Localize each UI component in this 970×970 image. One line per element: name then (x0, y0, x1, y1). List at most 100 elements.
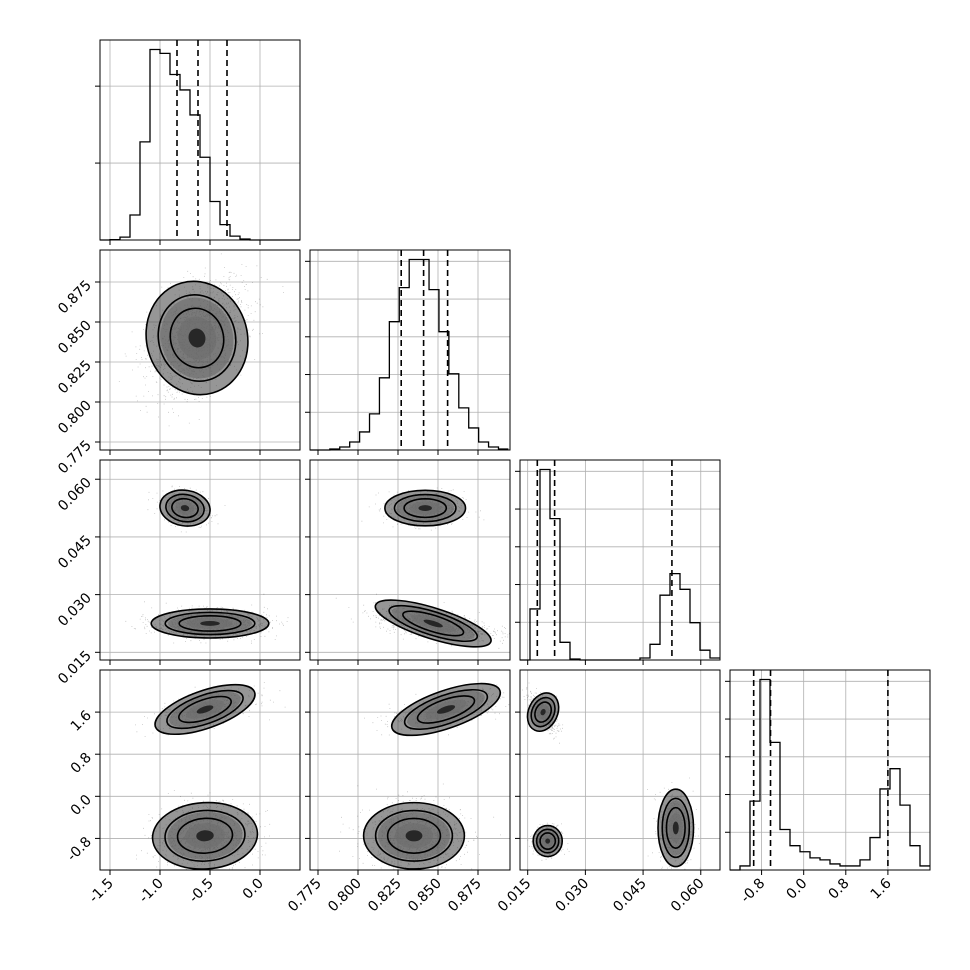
panel-frame (99, 459, 301, 661)
density-contour-line (661, 797, 691, 859)
density-contour-line (403, 497, 448, 519)
y-tick-label: 1.6 (68, 708, 95, 735)
density-peak (188, 328, 206, 348)
density-contour-line (393, 493, 457, 523)
density-contour-line (530, 696, 556, 728)
y-tick-label: 0.825 (55, 358, 95, 398)
panel-frame (99, 249, 301, 451)
x-tick-label: 1.6 (868, 875, 895, 902)
density-peak (672, 821, 679, 835)
density-contour-line (151, 801, 259, 870)
panel-frame (519, 669, 721, 871)
histogram-panel-2 (515, 459, 721, 661)
y-tick-label: 0.775 (55, 438, 95, 478)
density-contour-line (403, 688, 489, 730)
panel-frame (309, 249, 511, 451)
scatter-panel-3-1 (309, 669, 511, 871)
density-contour-line (176, 817, 234, 855)
density-peak (200, 621, 220, 626)
density-contour-line (532, 824, 564, 858)
density-contour-line (164, 809, 246, 862)
y-tick-label: 0.875 (55, 278, 95, 318)
density-peak (436, 705, 456, 714)
density-contour-line (374, 599, 492, 648)
density-peak (196, 830, 214, 842)
y-tick-label: -0.8 (64, 834, 95, 865)
density-contour-line (402, 610, 465, 637)
x-tick-label: 0.850 (405, 876, 445, 916)
x-tick-label: 0.030 (553, 876, 593, 916)
x-tick-label: 0.875 (445, 876, 485, 916)
density-peak (423, 619, 443, 628)
density-contour-line (145, 280, 249, 396)
density-contour-line (150, 608, 270, 639)
panel-frame (99, 669, 301, 871)
y-tick-label: 0.045 (55, 532, 95, 572)
x-tick-label: 0.0 (240, 876, 267, 903)
histogram-step (310, 258, 509, 451)
density-contour-line (171, 497, 199, 519)
density-contour-line (384, 489, 467, 527)
density-contour-line (374, 809, 454, 862)
x-tick-label: 0.060 (668, 876, 708, 916)
scatter-panel-2-0 (99, 459, 301, 661)
density-contour-line (166, 689, 244, 730)
density-contour-line (165, 493, 205, 523)
y-tick-label: 0.0 (68, 792, 95, 819)
x-tick-label: -1.0 (136, 876, 167, 907)
density-contour-line (416, 695, 476, 724)
histogram-step (520, 468, 720, 661)
density-contour-line (157, 294, 237, 382)
density-peak (418, 505, 432, 512)
x-tick-label: 0.045 (610, 876, 650, 916)
y-tick-label: 0.8 (68, 750, 95, 777)
panel-frame (309, 459, 511, 661)
density-contour-line (388, 604, 479, 643)
scatter-panel-2-1 (309, 459, 511, 661)
scatter-panel-3-2 (519, 669, 721, 871)
histogram-panel-0 (95, 39, 301, 241)
histogram-panel-3 (725, 669, 931, 871)
density-contour-line (534, 701, 553, 723)
density-contour-line (154, 683, 256, 736)
density-contour-line (362, 801, 466, 870)
y-tick-label: 0.800 (55, 398, 95, 438)
x-tick-label: 0.015 (495, 876, 535, 916)
density-peak (196, 705, 214, 714)
density-contour-line (665, 806, 686, 849)
x-tick-label: 0.0 (783, 876, 810, 903)
y-tick-label: 0.015 (55, 648, 95, 688)
density-contour-line (535, 828, 560, 854)
y-tick-label: 0.850 (55, 318, 95, 358)
x-tick-label: -1.5 (86, 876, 117, 907)
density-contour-line (159, 489, 211, 527)
density-contour-line (539, 832, 557, 850)
density-contour-line (657, 788, 695, 868)
histogram-step (100, 48, 300, 241)
density-peak (540, 708, 546, 716)
histogram-panel-1 (305, 249, 511, 451)
density-contour-line (178, 695, 232, 724)
density-contour-line (526, 692, 560, 732)
y-tick-label: 0.060 (55, 475, 95, 515)
density-contour-line (169, 307, 225, 369)
scatter-panel-3-0 (99, 669, 301, 871)
scatter-points (522, 682, 564, 744)
density-peak (405, 830, 423, 842)
density-contour-line (178, 615, 242, 632)
x-tick-label: -0.8 (738, 876, 769, 907)
x-tick-label: 0.775 (285, 876, 325, 916)
density-peak (180, 505, 190, 512)
x-tick-label: 0.8 (826, 876, 853, 903)
panel-frame (519, 459, 721, 661)
histogram-step (730, 678, 930, 871)
density-peak (545, 838, 551, 844)
density-contour-line (390, 682, 502, 737)
density-contour-line (386, 817, 442, 854)
y-tick-label: 0.030 (55, 590, 95, 630)
x-tick-label: 0.825 (365, 876, 405, 916)
panel-frame (99, 39, 301, 241)
panel-frame (309, 669, 511, 871)
panel-frame (729, 669, 931, 871)
